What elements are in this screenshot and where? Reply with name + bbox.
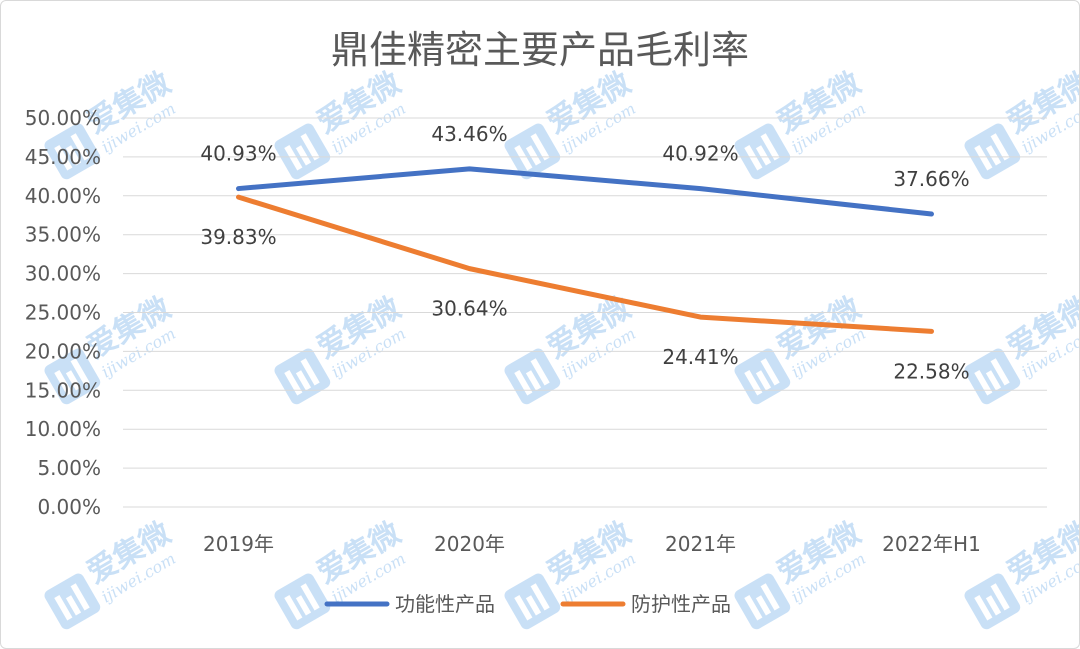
y-tick-label: 45.00% bbox=[25, 145, 101, 169]
legend: 功能性产品 防护性产品 bbox=[324, 592, 731, 616]
series-line-2 bbox=[236, 194, 934, 334]
watermark-logo-icon bbox=[734, 123, 791, 180]
data-label: 24.41% bbox=[662, 345, 738, 369]
data-label: 40.92% bbox=[662, 142, 738, 166]
legend-item: 功能性产品 bbox=[324, 592, 495, 616]
watermark-logo-icon bbox=[44, 123, 101, 180]
data-label: 30.64% bbox=[431, 297, 507, 321]
chart-title: 鼎佳精密主要产品毛利率 bbox=[331, 28, 749, 72]
x-tick-label: 2020年 bbox=[434, 532, 505, 556]
watermark-logo-icon bbox=[964, 573, 1021, 630]
data-label: 43.46% bbox=[431, 122, 507, 146]
y-tick-label: 20.00% bbox=[25, 339, 101, 363]
legend-label: 功能性产品 bbox=[395, 592, 495, 616]
watermark-logo-icon bbox=[734, 573, 791, 630]
watermark-logo-icon bbox=[44, 348, 101, 405]
legend-item: 防护性产品 bbox=[560, 592, 731, 616]
y-tick-label: 40.00% bbox=[25, 184, 101, 208]
watermark-logo-icon bbox=[274, 123, 331, 180]
y-tick-label: 25.00% bbox=[25, 301, 101, 325]
y-tick-label: 50.00% bbox=[25, 106, 101, 130]
data-labels: 40.93% 43.46% 40.92% 37.66% 39.83% 30.64% 24.4… bbox=[200, 122, 969, 383]
y-tick-label: 10.00% bbox=[25, 417, 101, 441]
x-tick-label: 2021年 bbox=[665, 532, 736, 556]
watermark-logo-icon bbox=[504, 573, 561, 630]
data-label: 39.83% bbox=[200, 225, 276, 249]
y-tick-label: 5.00% bbox=[37, 456, 101, 480]
x-axis: 2019年 2020年 2021年 2022年H1 bbox=[203, 532, 981, 556]
y-tick-label: 30.00% bbox=[25, 262, 101, 286]
x-tick-label: 2022年H1 bbox=[882, 532, 981, 556]
watermark-logo-icon bbox=[504, 123, 561, 180]
data-label: 40.93% bbox=[200, 142, 276, 166]
y-tick-label: 35.00% bbox=[25, 223, 101, 247]
watermark-logo-icon bbox=[44, 573, 101, 630]
x-tick-label: 2019年 bbox=[203, 532, 274, 556]
series-lines bbox=[236, 166, 934, 334]
data-label: 37.66% bbox=[893, 167, 969, 191]
data-label: 22.58% bbox=[893, 359, 969, 383]
y-tick-label: 15.00% bbox=[25, 378, 101, 402]
y-axis: 0.00% 5.00% 10.00% 15.00% 20.00% 25.00% 30.00%… bbox=[25, 106, 101, 519]
legend-label: 防护性产品 bbox=[631, 592, 731, 616]
y-tick-label: 0.00% bbox=[37, 495, 101, 519]
watermark-logo-icon bbox=[964, 123, 1021, 180]
watermark-logo-icon bbox=[274, 573, 331, 630]
series-line-1 bbox=[236, 166, 934, 217]
gridlines bbox=[123, 117, 1047, 508]
